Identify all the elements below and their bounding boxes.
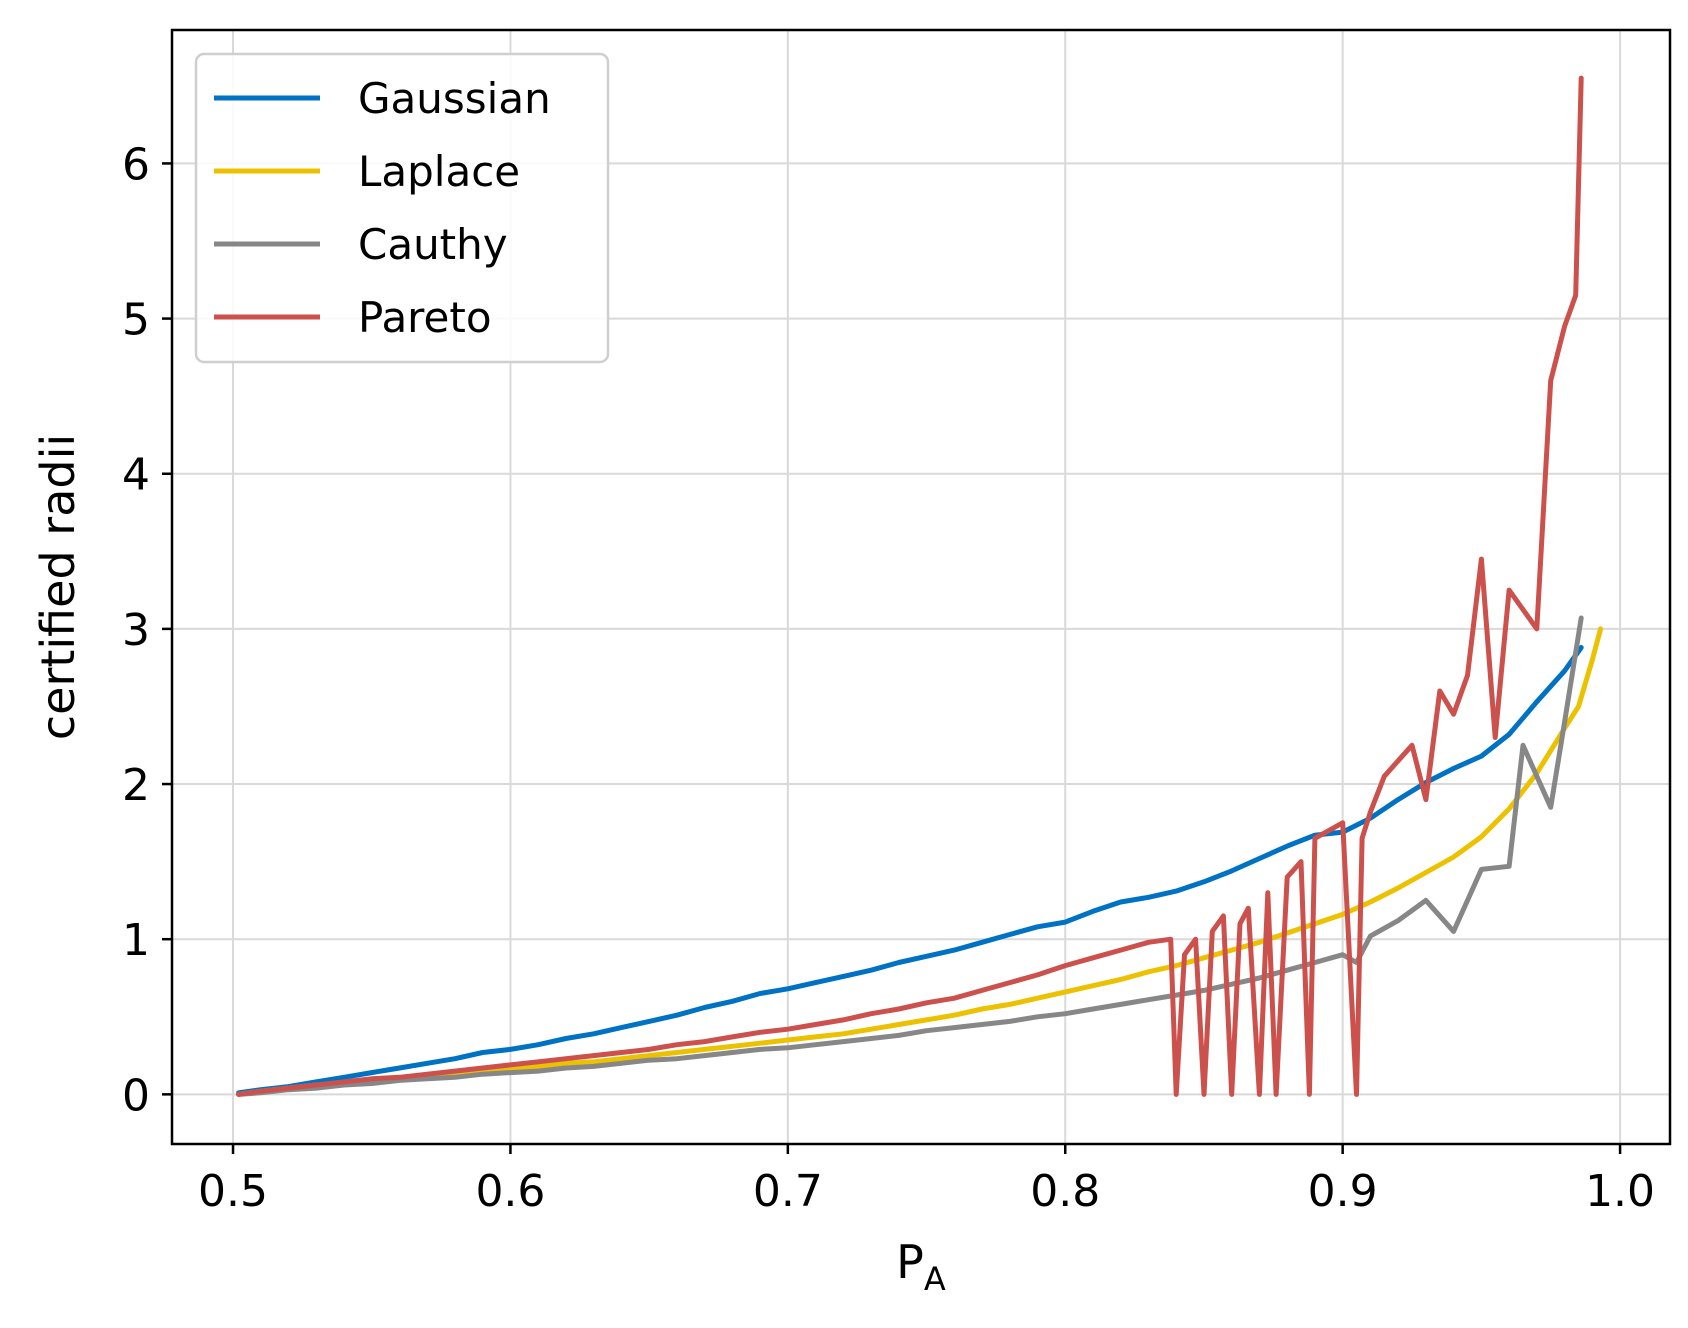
legend-label-gaussian: Gaussian xyxy=(358,74,551,123)
x-axis-label-subscript: A xyxy=(924,1260,946,1298)
y-tick-label: 6 xyxy=(122,139,150,190)
y-tick-label: 5 xyxy=(122,295,150,346)
x-tick-label: 1.0 xyxy=(1585,1166,1655,1217)
legend-label-laplace: Laplace xyxy=(358,147,520,196)
x-axis-label: PA xyxy=(896,1235,946,1298)
legend-box xyxy=(194,52,610,364)
x-tick-label: 0.7 xyxy=(753,1166,823,1217)
x-tick-label: 0.5 xyxy=(198,1166,268,1217)
x-tick-label: 0.6 xyxy=(475,1166,545,1217)
series-line-pareto xyxy=(236,75,1584,1097)
y-axis-label: certified radii xyxy=(31,434,85,740)
x-tick-label: 0.9 xyxy=(1308,1166,1378,1217)
legend-label-pareto: Pareto xyxy=(358,293,492,342)
y-tick-label: 0 xyxy=(122,1070,150,1121)
y-tick-label: 2 xyxy=(122,760,150,811)
legend-label-cauthy: Cauthy xyxy=(358,220,508,269)
series-line-cauthy xyxy=(236,615,1584,1097)
y-tick-label: 1 xyxy=(122,915,150,966)
series-lines xyxy=(236,75,1604,1097)
legend-entries: Gaussian Laplace Cauthy Pareto xyxy=(214,74,551,342)
x-tick-label: 0.8 xyxy=(1030,1166,1100,1217)
plot-frame xyxy=(170,28,1672,1146)
axis-ticks: 0.5 0.6 0.7 0.8 0.9 1.0 0 1 2 3 4 5 6 xyxy=(122,139,1655,1217)
series-line-gaussian xyxy=(236,645,1584,1096)
x-axis-label-main: P xyxy=(896,1235,924,1289)
legend: Gaussian Laplace Cauthy Pareto xyxy=(194,52,610,364)
series-line-laplace xyxy=(236,626,1604,1097)
y-tick-label: 4 xyxy=(122,450,150,501)
y-tick-label: 3 xyxy=(122,605,150,656)
